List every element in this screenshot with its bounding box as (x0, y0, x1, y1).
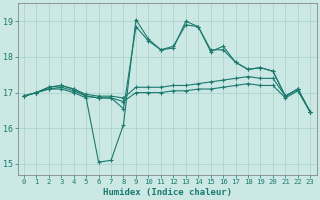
X-axis label: Humidex (Indice chaleur): Humidex (Indice chaleur) (103, 188, 232, 197)
